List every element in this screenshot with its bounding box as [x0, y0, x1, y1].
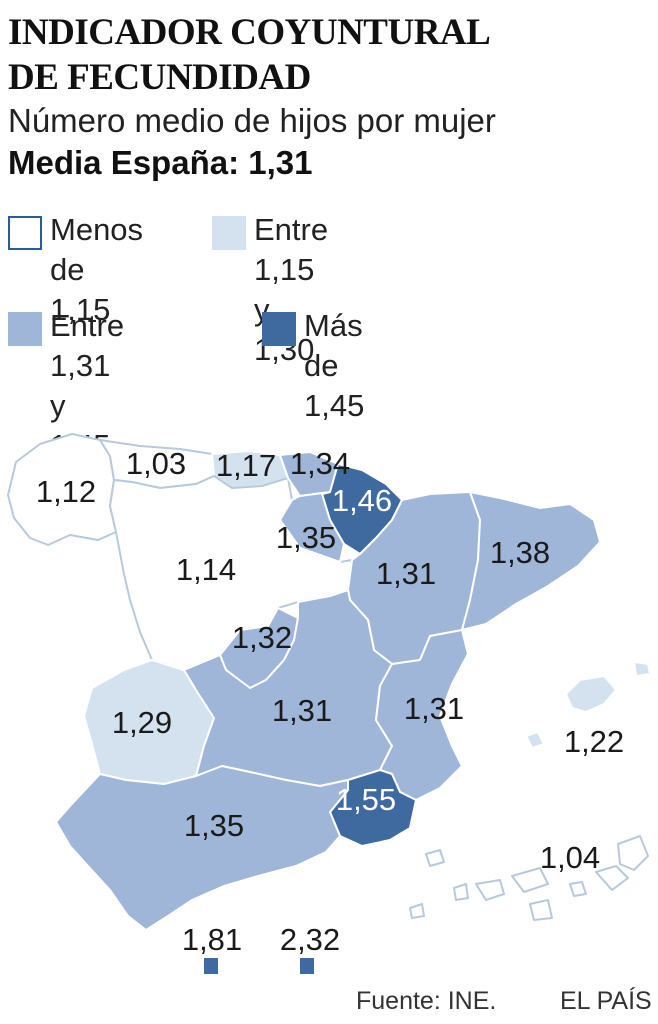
value-madrid: 1,32: [232, 620, 292, 655]
region-valencia: [375, 629, 469, 801]
value-castilla-la-mancha: 1,31: [272, 693, 332, 728]
legend-swatch: [8, 216, 42, 250]
legend-swatch: [8, 312, 42, 346]
value-canarias: 1,04: [540, 840, 600, 875]
value-andalucia: 1,35: [184, 808, 244, 843]
legend-label: Menos de 1,15: [50, 212, 144, 327]
legend-swatch: [262, 312, 296, 346]
region-cataluna: [461, 491, 601, 631]
value-baleares: 1,22: [564, 724, 624, 759]
value-galicia: 1,12: [36, 474, 96, 509]
value-melilla: 2,32: [280, 922, 340, 957]
region-canarias: [409, 835, 649, 921]
region-andalucia: [55, 765, 349, 931]
region-ceuta: [204, 958, 218, 974]
chart-subtitle: Número medio de hijos por mujer: [8, 102, 496, 139]
source-note: Fuente: INE.: [356, 987, 497, 1015]
value-pais-vasco: 1,34: [290, 446, 350, 481]
region-la-rioja: [279, 491, 345, 563]
value-cataluna: 1,38: [490, 535, 550, 570]
national-average: Media España: 1,31: [8, 144, 313, 181]
value-la-rioja: 1,35: [276, 520, 336, 555]
value-murcia: 1,55: [336, 782, 396, 817]
legend-label: Entre 1,15 y 1,30: [254, 212, 329, 367]
value-asturias: 1,03: [126, 446, 186, 481]
value-extremadura: 1,29: [112, 705, 172, 740]
value-castilla-y-leon: 1,14: [176, 552, 236, 587]
legend-swatch: [212, 216, 246, 250]
region-melilla: [300, 958, 314, 974]
value-cantabria: 1,17: [216, 448, 276, 483]
region-baleares: [525, 661, 651, 749]
value-ceuta: 1,81: [182, 922, 242, 957]
legend-label: Más de 1,45: [304, 308, 365, 423]
chart-title: INDICADOR COYUNTURAL DE FECUNDIDAD: [8, 12, 491, 98]
publisher-brand: EL PAÍS: [560, 987, 652, 1015]
value-aragon: 1,31: [376, 556, 436, 591]
value-navarra: 1,46: [332, 483, 392, 518]
spain-map: 1,12 1,03 1,17 1,34 1,46 1,35 1,14 1,31 …: [7, 433, 651, 974]
value-valencia: 1,31: [404, 691, 464, 726]
